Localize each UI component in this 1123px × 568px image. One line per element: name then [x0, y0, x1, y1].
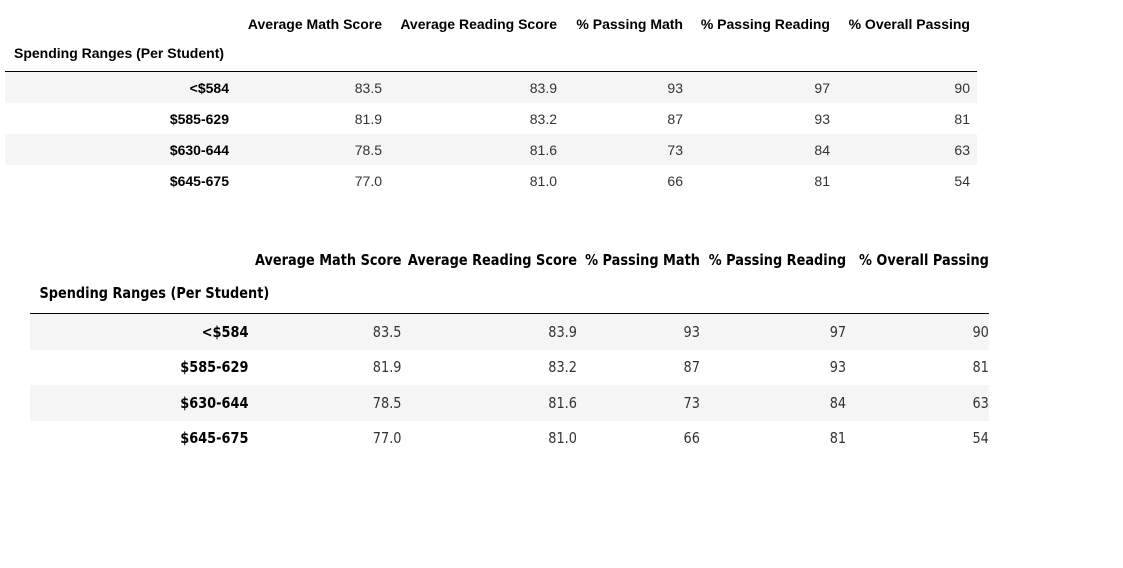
row-label: $630-644: [169, 141, 229, 158]
index-name-row: Spending Ranges (Per Student): [30, 272, 989, 313]
table-row: $645-675 77.0 81.0 66 81 54: [30, 421, 989, 457]
column-header: Average Reading Score: [407, 251, 577, 269]
cell-value: 83.5: [372, 322, 402, 341]
column-header: % Passing Math: [576, 16, 683, 32]
cell-value: 63: [954, 141, 970, 158]
cell-value: 93: [814, 110, 830, 127]
cell-value: 97: [829, 322, 847, 341]
column-header: % Overall Passing: [848, 16, 970, 32]
column-header: % Passing Math: [585, 251, 700, 269]
cell-value: 83.5: [354, 79, 382, 96]
cell-value: 77.0: [354, 172, 382, 189]
spending-summary-table-rendered: Average Math Score Average Reading Score…: [30, 248, 989, 456]
cell-value: 81.9: [354, 110, 382, 127]
cell-value: 81.6: [548, 393, 577, 412]
cell-value: 97: [814, 79, 830, 96]
row-label: <$584: [189, 79, 229, 96]
table-row: $630-644 78.5 81.6 73 84 63: [5, 134, 977, 165]
table-row: $585-629 81.9 83.2 87 93 81: [30, 350, 989, 386]
cell-value: 83.2: [529, 110, 557, 127]
index-name: Spending Ranges (Per Student): [14, 45, 225, 61]
header-rule: [30, 313, 989, 314]
column-header: Average Reading Score: [400, 16, 557, 32]
column-header: % Passing Reading: [700, 16, 830, 32]
cell-value: 66: [667, 172, 683, 189]
cell-value: 84: [829, 393, 847, 412]
column-header-row: Average Math Score Average Reading Score…: [5, 13, 977, 35]
cell-value: 73: [683, 393, 700, 412]
column-header: Average Math Score: [247, 16, 382, 32]
cell-value: 77.0: [372, 429, 402, 448]
cell-value: 84: [814, 141, 830, 158]
cell-value: 93: [829, 358, 847, 377]
column-header: Average Math Score: [254, 251, 402, 269]
cell-value: 81.6: [529, 141, 557, 158]
cell-value: 81: [829, 429, 847, 448]
row-label: $645-675: [169, 172, 229, 189]
cell-value: 54: [972, 429, 989, 448]
cell-value: 54: [954, 172, 970, 189]
table-row: $585-629 81.9 83.2 87 93 81: [5, 103, 977, 134]
column-header: % Overall Passing: [858, 251, 989, 269]
table-row: <$584 83.5 83.9 93 97 90: [30, 314, 989, 350]
cell-value: 78.5: [372, 393, 402, 412]
column-header: % Passing Reading: [708, 251, 847, 269]
cell-value: 73: [667, 141, 683, 158]
row-label: $645-675: [180, 429, 249, 448]
spending-summary-table: Average Math Score Average Reading Score…: [5, 13, 977, 196]
cell-value: 83.9: [529, 79, 557, 96]
cell-value: 87: [667, 110, 683, 127]
cell-value: 90: [954, 79, 970, 96]
row-label: $630-644: [180, 393, 249, 412]
cell-value: 93: [667, 79, 683, 96]
cell-value: 81: [814, 172, 830, 189]
cell-value: 81.0: [548, 429, 577, 448]
cell-value: 63: [972, 393, 989, 412]
cell-value: 66: [683, 429, 700, 448]
table-row: <$584 83.5 83.9 93 97 90: [5, 72, 977, 103]
table-row: $645-675 77.0 81.0 66 81 54: [5, 165, 977, 196]
header-rule: [5, 71, 977, 72]
cell-value: 81: [972, 358, 989, 377]
cell-value: 81.0: [529, 172, 557, 189]
cell-value: 83.2: [548, 358, 577, 377]
index-name: Spending Ranges (Per Student): [39, 283, 270, 302]
cell-value: 83.9: [548, 322, 577, 341]
row-label: $585-629: [169, 110, 229, 127]
row-label: <$584: [201, 322, 249, 341]
table-row: $630-644 78.5 81.6 73 84 63: [30, 385, 989, 421]
cell-value: 93: [683, 322, 700, 341]
cell-value: 81.9: [372, 358, 402, 377]
column-header-row: Average Math Score Average Reading Score…: [30, 248, 989, 272]
cell-value: 90: [972, 322, 989, 341]
cell-value: 81: [954, 110, 970, 127]
cell-value: 78.5: [354, 141, 382, 158]
row-label: $585-629: [180, 358, 249, 377]
index-name-row: Spending Ranges (Per Student): [5, 35, 977, 71]
cell-value: 87: [683, 358, 700, 377]
